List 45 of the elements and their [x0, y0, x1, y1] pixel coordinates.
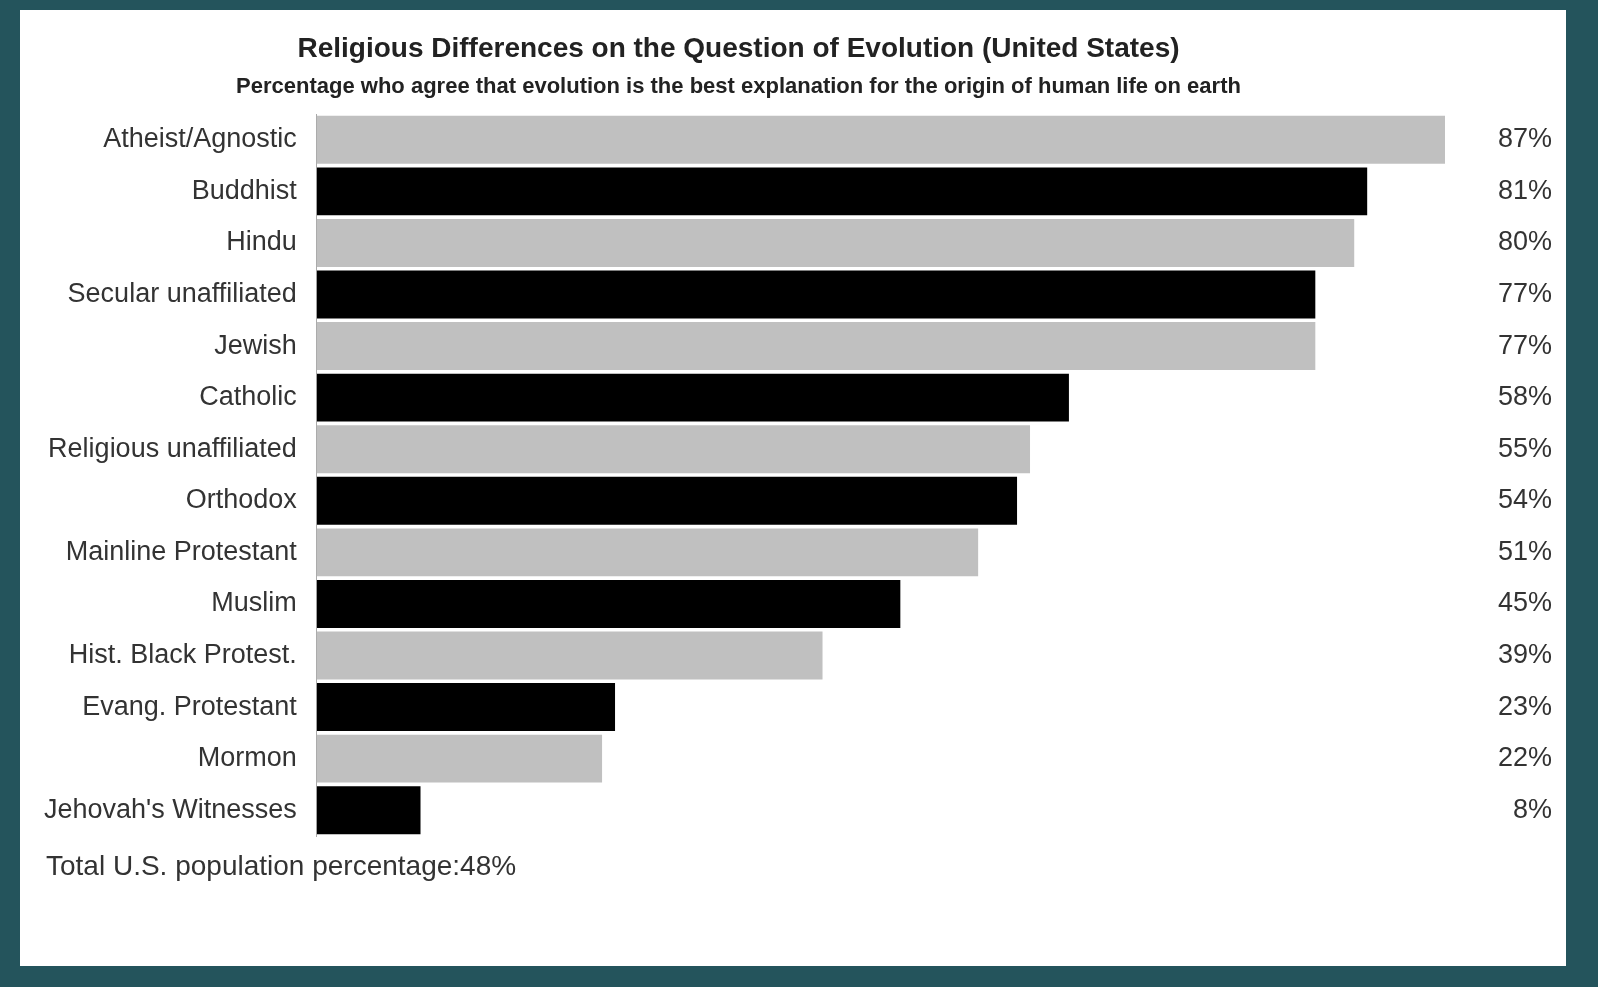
- bar: [316, 115, 1445, 164]
- y-tick-label: Buddhist: [191, 174, 298, 205]
- y-tick-label: Religious unaffiliated: [48, 432, 297, 463]
- data-label: 22%: [1497, 742, 1552, 773]
- bar: [316, 631, 823, 680]
- y-tick-label: Hindu: [226, 226, 297, 257]
- y-tick-label: Atheist/Agnostic: [103, 123, 297, 154]
- y-tick-label: Jewish: [214, 329, 297, 360]
- y-tick-label: Orthodox: [185, 484, 298, 515]
- bar: [316, 786, 421, 835]
- data-label: 45%: [1497, 587, 1552, 618]
- y-tick-label: Hist. Black Protest.: [68, 638, 297, 669]
- bar: [316, 683, 616, 732]
- y-tick-label: Mainline Protestant: [65, 535, 298, 566]
- data-label: 51%: [1497, 535, 1552, 566]
- bar: [316, 218, 1355, 267]
- y-tick-label: Jehovah's Witnesses: [43, 793, 297, 824]
- data-label: 77%: [1497, 329, 1552, 360]
- data-label: 54%: [1497, 484, 1552, 515]
- bar: [316, 425, 1031, 474]
- bar: [316, 476, 1018, 525]
- data-label: 87%: [1497, 123, 1552, 154]
- chart-title: Religious Differences on the Question of Evolution (United States): [297, 31, 1180, 63]
- bar: [316, 579, 901, 628]
- data-label: 55%: [1497, 432, 1552, 463]
- data-label: 81%: [1497, 174, 1552, 205]
- chart-subtitle: Percentage who agree that evolution is the best explanation for the origin of human life on earth: [236, 72, 1241, 98]
- bar: [316, 167, 1368, 216]
- y-tick-label: Mormon: [197, 742, 297, 773]
- data-label: 39%: [1497, 638, 1552, 669]
- data-label: 77%: [1497, 277, 1552, 308]
- data-label: 8%: [1512, 793, 1552, 824]
- y-tick-label: Evang. Protestant: [82, 690, 298, 721]
- data-label: 58%: [1497, 381, 1552, 412]
- bar: [316, 322, 1316, 371]
- bar: [316, 373, 1069, 422]
- y-tick-label: Muslim: [211, 587, 297, 618]
- bar: [316, 270, 1316, 319]
- y-tick-label: Catholic: [199, 381, 297, 412]
- bar: [316, 734, 603, 783]
- data-label: 23%: [1497, 690, 1552, 721]
- bar: [316, 528, 979, 577]
- text: Total U.S. population percentage:48%: [46, 850, 517, 882]
- data-label: 80%: [1497, 226, 1552, 257]
- y-tick-label: Secular unaffiliated: [67, 277, 297, 308]
